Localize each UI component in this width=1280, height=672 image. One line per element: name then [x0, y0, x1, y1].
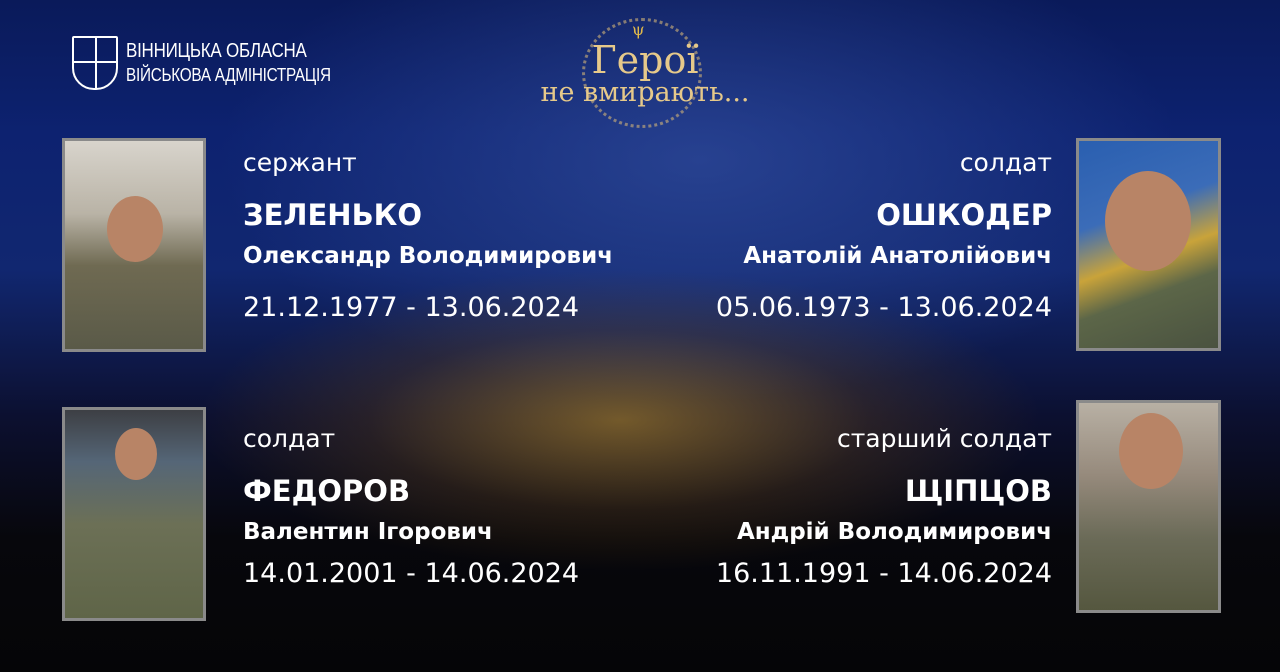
hero-rank: солдат [243, 424, 336, 453]
hero-photo-2 [1076, 138, 1221, 351]
hero-surname: ЗЕЛЕНЬКО [243, 198, 423, 232]
hero-name: Валентин Ігорович [243, 519, 493, 545]
hero-dates: 16.11.1991 - 14.06.2024 [715, 558, 1052, 589]
org-logo: ВІННИЦЬКА ОБЛАСНА ВІЙСЬКОВА АДМІНІСТРАЦІ… [72, 36, 367, 90]
hero-dates: 21.12.1977 - 13.06.2024 [243, 292, 580, 323]
coat-of-arms-icon [72, 36, 118, 90]
org-name-line2: ВІЙСЬКОВА АДМІНІСТРАЦІЯ [126, 65, 331, 85]
hero-name: Андрій Володимирович [736, 519, 1052, 545]
hero-dates: 14.01.2001 - 14.06.2024 [243, 558, 580, 589]
trident-icon: ψ [632, 20, 645, 39]
hero-photo-4 [1076, 400, 1221, 613]
motto-line2: не вмирають... [540, 77, 750, 108]
hero-rank: старший солдат [836, 424, 1052, 453]
hero-card-2: солдат ОШКОДЕР Анатолій Анатолійович 05.… [716, 148, 1052, 324]
org-name-line1: ВІННИЦЬКА ОБЛАСНА [126, 40, 307, 62]
hero-card-1: сержант ЗЕЛЕНЬКО Олександр Володимирович… [243, 148, 613, 324]
hero-surname: ФЕДОРОВ [243, 474, 411, 508]
motto-line1: Герої [591, 38, 699, 82]
laurel-wreath-icon [582, 18, 702, 128]
hero-name: Анатолій Анатолійович [743, 243, 1052, 269]
hero-dates: 05.06.1973 - 13.06.2024 [715, 292, 1052, 323]
hero-card-3: солдат ФЕДОРОВ Валентин Ігорович 14.01.2… [243, 424, 579, 590]
hero-surname: ЩІПЦОВ [904, 474, 1052, 508]
hero-photo-1 [62, 138, 206, 352]
hero-surname: ОШКОДЕР [876, 198, 1052, 232]
hero-photo-3 [62, 407, 206, 621]
motto-emblem: ψ Герої не вмирають... [520, 18, 770, 128]
hero-name: Олександр Володимирович [243, 243, 614, 269]
hero-rank: сержант [243, 148, 357, 177]
hero-rank: солдат [959, 148, 1052, 177]
hero-card-4: старший солдат ЩІПЦОВ Андрій Володимиров… [716, 424, 1052, 590]
